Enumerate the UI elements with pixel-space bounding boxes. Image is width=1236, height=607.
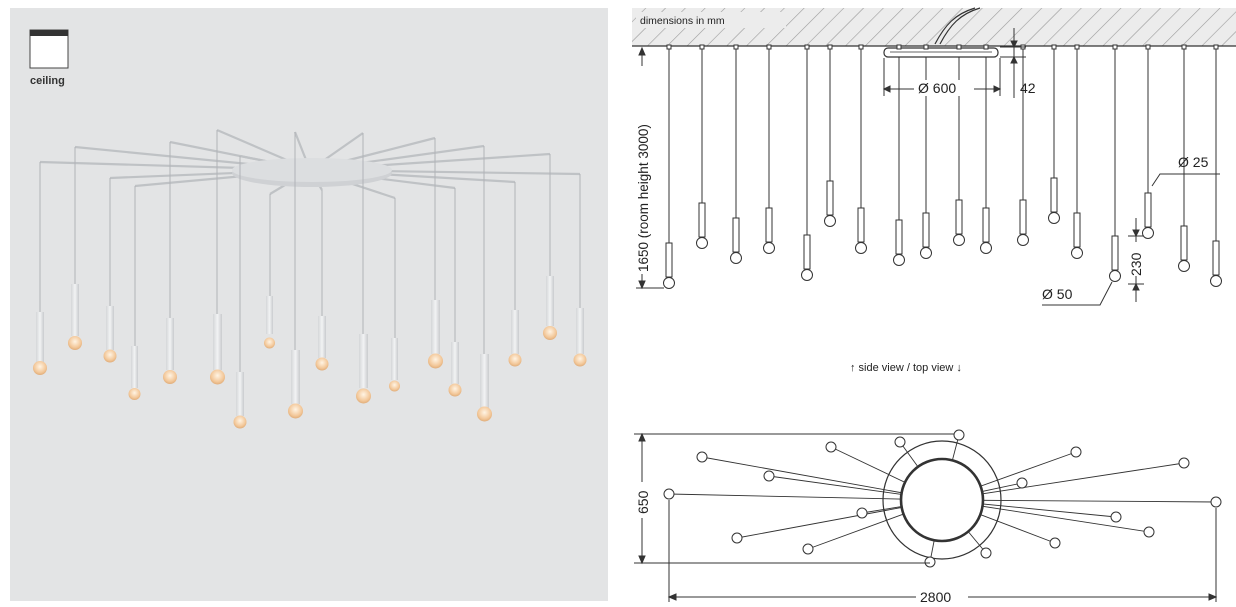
side-pendant bbox=[980, 44, 992, 254]
render-pendant bbox=[543, 276, 557, 340]
render-pendant bbox=[288, 350, 303, 419]
render-pendant bbox=[103, 306, 117, 363]
render-pendant bbox=[68, 284, 82, 350]
canopy-diameter-label: Ø 600 bbox=[918, 80, 956, 96]
side-canopy bbox=[883, 47, 999, 58]
side-pendant bbox=[801, 44, 813, 281]
side-pendant bbox=[1048, 44, 1060, 224]
side-pendant bbox=[824, 44, 836, 227]
render-pendant bbox=[163, 318, 177, 384]
render-wires bbox=[39, 130, 581, 372]
render-pendant bbox=[210, 314, 225, 385]
top-ring bbox=[882, 440, 1002, 560]
render-pendant bbox=[33, 312, 47, 375]
top-bulbs bbox=[663, 429, 1222, 568]
side-pendant bbox=[1109, 44, 1121, 282]
render-pendant bbox=[233, 372, 247, 429]
render-pendant bbox=[264, 296, 275, 349]
bulb-diameter-label: Ø 50 bbox=[1042, 286, 1073, 302]
dimensions-banner: dimensions in mm bbox=[640, 15, 725, 27]
ceiling-label: ceiling bbox=[30, 75, 65, 87]
side-pendant bbox=[1142, 44, 1154, 239]
side-pendant bbox=[920, 44, 932, 259]
side-view: dimensions in mm bbox=[632, 7, 1236, 306]
side-pendants bbox=[663, 44, 1222, 289]
tube-diameter-label: Ø 25 bbox=[1178, 154, 1209, 170]
ceiling-icon bbox=[29, 29, 69, 69]
canopy-height-label: 42 bbox=[1020, 80, 1036, 96]
render-pendants bbox=[33, 276, 587, 429]
render-pendant bbox=[356, 334, 371, 404]
side-pendant bbox=[893, 44, 905, 266]
side-pendant bbox=[1071, 44, 1083, 259]
render-pendant bbox=[315, 316, 329, 371]
side-pendant bbox=[953, 44, 965, 246]
render-pendant bbox=[389, 338, 400, 392]
side-pendant bbox=[1017, 44, 1029, 246]
drop-height-label: 1650 (room height 3000) bbox=[636, 124, 651, 272]
side-pendant bbox=[663, 44, 675, 289]
top-view bbox=[634, 429, 1222, 602]
tube-length-label: 230 bbox=[1128, 252, 1144, 276]
render-pendant bbox=[477, 354, 492, 422]
render-pendant bbox=[573, 308, 587, 367]
side-pendant bbox=[763, 44, 775, 254]
top-depth-label: 650 bbox=[635, 490, 651, 514]
side-pendant bbox=[696, 44, 708, 249]
side-pendant bbox=[1210, 44, 1222, 287]
side-pendant bbox=[855, 44, 867, 254]
view-separator: ↑ side view / top view ↓ bbox=[850, 362, 962, 374]
render-pendant bbox=[428, 300, 443, 369]
top-width-label: 2800 bbox=[920, 589, 951, 602]
render-background bbox=[10, 8, 608, 601]
side-pendant bbox=[1178, 44, 1190, 272]
top-hub bbox=[899, 457, 985, 543]
render-pendant bbox=[128, 346, 141, 400]
render-pendant bbox=[508, 310, 522, 367]
render-pendant bbox=[448, 342, 462, 397]
side-pendant bbox=[730, 44, 742, 264]
